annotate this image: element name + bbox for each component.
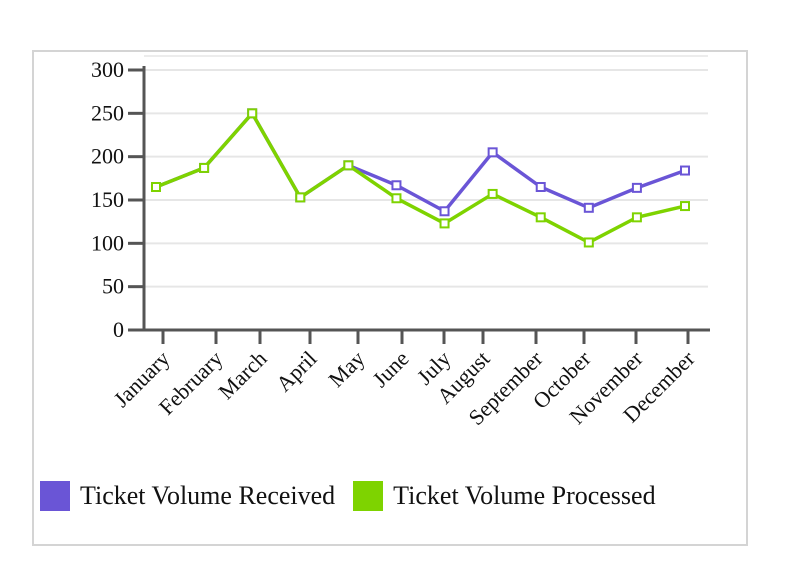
series-line: [155, 111, 686, 245]
data-point-marker: [247, 108, 258, 119]
legend-item-received: Ticket Volume Received: [40, 481, 335, 511]
legend-item-processed: Ticket Volume Processed: [353, 481, 656, 511]
data-point-marker: [680, 165, 690, 176]
data-point-marker: [487, 188, 498, 199]
data-point-marker: [583, 202, 594, 213]
y-axis-ticks: 0 50 100 150 200 250 300: [91, 57, 144, 342]
series-processed: [151, 108, 690, 248]
data-point-marker: [391, 193, 402, 204]
y-tick-label: 0: [113, 317, 124, 342]
data-point-marker: [535, 182, 546, 192]
data-point-marker: [151, 182, 161, 192]
data-point-marker: [391, 180, 402, 191]
data-point-marker: [343, 160, 354, 171]
y-tick-label: 300: [91, 57, 124, 82]
series-lines: [151, 108, 690, 248]
data-point-marker: [631, 182, 642, 193]
y-tick-label: 100: [91, 230, 124, 255]
x-tick-label: May: [323, 346, 369, 392]
axes: [142, 66, 710, 332]
data-point-marker: [487, 147, 498, 158]
data-point-marker: [535, 212, 546, 223]
x-tick-label: June: [367, 346, 413, 392]
data-point-marker: [680, 201, 690, 212]
data-point-marker: [199, 162, 210, 173]
series-line: [155, 111, 686, 214]
data-point-marker: [439, 218, 450, 229]
data-point-marker: [295, 192, 306, 203]
x-tick-label: March: [213, 346, 271, 404]
legend-label-received: Ticket Volume Received: [80, 481, 336, 510]
legend: Ticket Volume Received Ticket Volume Pro…: [40, 480, 674, 512]
legend-label-processed: Ticket Volume Processed: [393, 481, 656, 510]
y-tick-label: 250: [91, 100, 124, 125]
data-point-marker: [631, 212, 642, 223]
legend-swatch-received: [40, 481, 70, 511]
data-point-marker: [439, 206, 450, 217]
data-point-marker: [583, 237, 594, 248]
x-tick-label: April: [271, 346, 322, 397]
y-tick-label: 150: [91, 187, 124, 212]
y-tick-label: 200: [91, 144, 124, 169]
y-tick-label: 50: [102, 274, 124, 299]
chart-frame: [32, 50, 748, 546]
legend-swatch-processed: [353, 481, 384, 511]
grid-lines: [144, 55, 708, 288]
